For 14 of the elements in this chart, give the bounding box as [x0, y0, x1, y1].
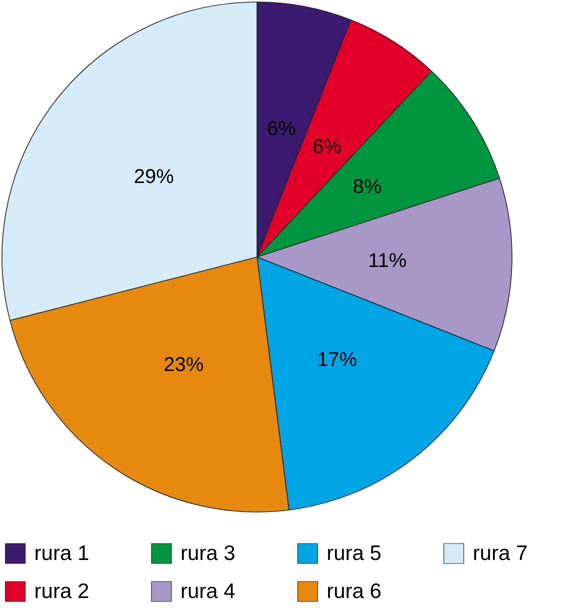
data-label: 29% [134, 166, 174, 188]
data-label: 6% [267, 118, 296, 140]
legend-label: rura 1 [34, 542, 90, 565]
data-label: 11% [368, 250, 407, 272]
legend-label: rura 2 [34, 580, 90, 603]
data-label: 6% [312, 136, 342, 158]
legend-label: rura 3 [180, 542, 236, 565]
legend-label: rura 5 [326, 542, 382, 565]
legend-label: rura 4 [180, 580, 236, 603]
data-label: 8% [352, 176, 382, 198]
legend-label: rura 7 [472, 542, 528, 565]
data-label: 23% [164, 354, 204, 376]
legend-label: rura 6 [326, 580, 382, 603]
data-label: 17% [316, 349, 358, 372]
